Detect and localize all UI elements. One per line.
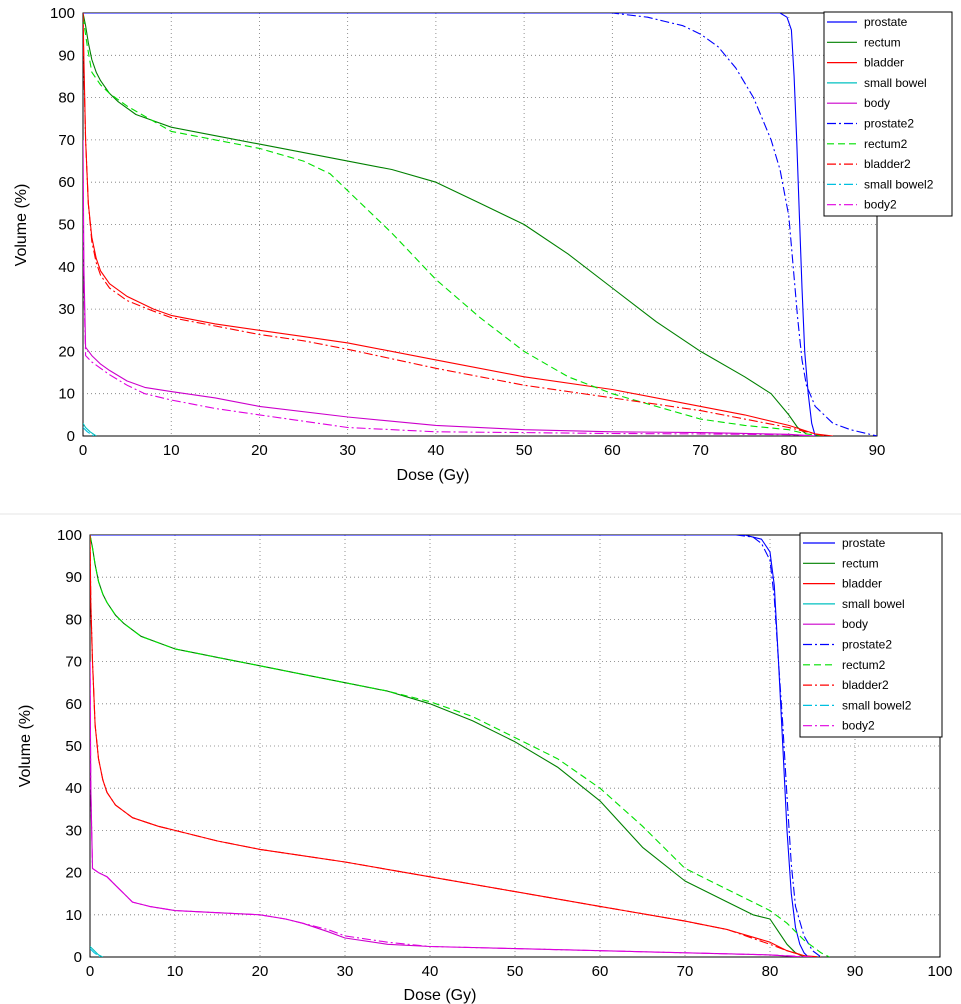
x-tick-label: 10 [163, 442, 180, 459]
x-tick-label: 0 [86, 963, 94, 980]
x-tick-label: 70 [692, 442, 709, 459]
x-tick-label: 20 [251, 442, 268, 459]
x-tick-label: 80 [762, 963, 779, 980]
series-line-rectum [83, 13, 807, 435]
x-tick-label: 30 [339, 442, 356, 459]
y-tick-label: 50 [65, 738, 82, 755]
legend-label: small bowel [864, 76, 927, 90]
y-tick-label: 100 [57, 527, 82, 544]
y-tick-label: 10 [65, 907, 82, 924]
x-tick-label: 70 [677, 963, 694, 980]
x-tick-label: 0 [79, 442, 87, 459]
series-line-bladder [83, 13, 833, 436]
series-line-small-bowel [90, 946, 104, 957]
series-line-body2 [83, 182, 816, 436]
series-line-small-bowel [83, 423, 97, 436]
y-tick-label: 40 [58, 259, 75, 276]
y-tick-label: 90 [58, 47, 75, 64]
series-group [83, 13, 877, 436]
series-line-small-bowel2 [83, 427, 94, 436]
legend-label: body [864, 96, 890, 110]
legend-label: rectum [864, 35, 901, 49]
legend-label: rectum2 [842, 658, 886, 672]
y-tick-label: 60 [58, 174, 75, 191]
y-tick-label: 0 [74, 949, 82, 966]
x-axis-label: Dose (Gy) [404, 987, 477, 1004]
legend-box [799, 532, 943, 738]
y-tick-label: 20 [65, 865, 82, 882]
legend-label: prostate [842, 536, 886, 550]
x-tick-label: 20 [252, 963, 269, 980]
y-tick-label: 70 [58, 132, 75, 149]
series-line-prostate [83, 13, 816, 436]
legend-label: small bowel [842, 597, 905, 611]
x-tick-label: 50 [507, 963, 524, 980]
x-axis-label: Dose (Gy) [397, 467, 470, 484]
series-line-prostate2 [90, 535, 822, 957]
y-tick-label: 60 [65, 696, 82, 713]
x-tick-label: 80 [780, 442, 797, 459]
legend: prostate rectum bladder small bowel body pros… [823, 11, 953, 217]
series-group [90, 535, 830, 957]
series-line-prostate2 [83, 13, 877, 436]
legend-label: small bowel2 [864, 177, 934, 191]
y-tick-label: 10 [58, 386, 75, 403]
legend-label: bladder2 [864, 157, 911, 171]
y-tick-label: 30 [65, 822, 82, 839]
x-tick-label: 60 [604, 442, 621, 459]
series-line-body [90, 661, 805, 957]
dvh-chart-1: 0 10 20 30 40 50 60 70 80 90 0 10 20 30 40 50 60 70 80 90 10… [13, 5, 953, 484]
x-tick-label: 30 [337, 963, 354, 980]
legend-label: body2 [842, 719, 875, 733]
x-tick-label: 40 [428, 442, 445, 459]
y-tick-label: 40 [65, 780, 82, 797]
series-line-bladder2 [90, 535, 822, 957]
y-axis-label: Volume (%) [17, 705, 34, 788]
plot-area [82, 12, 878, 437]
legend-label: body2 [864, 198, 897, 212]
y-axis-label: Volume (%) [13, 184, 30, 267]
y-tick-label: 30 [58, 301, 75, 318]
series-line-prostate [90, 535, 809, 957]
legend-label: bladder [864, 56, 904, 70]
y-tick-label: 50 [58, 217, 75, 234]
y-tick-label: 20 [58, 343, 75, 360]
y-tick-label: 90 [65, 569, 82, 586]
y-tick-label: 80 [58, 90, 75, 107]
series-line-bladder2 [83, 13, 825, 436]
x-tick-label: 40 [422, 963, 439, 980]
x-tick-label: 50 [516, 442, 533, 459]
legend-label: small bowel2 [842, 698, 912, 712]
x-tick-label: 100 [927, 963, 952, 980]
y-tick-label: 80 [65, 611, 82, 628]
legend-box [823, 11, 953, 217]
legend-label: rectum [842, 556, 879, 570]
x-tick-label: 90 [847, 963, 864, 980]
x-tick-label: 10 [167, 963, 184, 980]
legend-label: prostate2 [864, 117, 914, 131]
legend-label: bladder [842, 577, 882, 591]
legend-label: prostate [864, 15, 908, 29]
y-tick-label: 70 [65, 654, 82, 671]
dvh-chart-2: 0 10 20 30 40 50 60 70 80 90 100 0 10 20 30 40 50 60 70 80 9… [17, 527, 953, 1004]
y-tick-label: 0 [67, 428, 75, 445]
series-line-small-bowel2 [90, 948, 101, 957]
legend: prostate rectum bladder small bowel body pros… [799, 532, 943, 738]
series-line-body [83, 139, 816, 436]
legend-label: bladder2 [842, 678, 889, 692]
legend-label: prostate2 [842, 638, 892, 652]
series-line-rectum2 [83, 17, 825, 436]
x-tick-label: 60 [592, 963, 609, 980]
series-line-rectum2 [90, 535, 830, 957]
y-tick-label: 100 [50, 5, 75, 22]
x-tick-label: 90 [869, 442, 886, 459]
legend-label: body [842, 617, 868, 631]
legend-label: rectum2 [864, 137, 908, 151]
